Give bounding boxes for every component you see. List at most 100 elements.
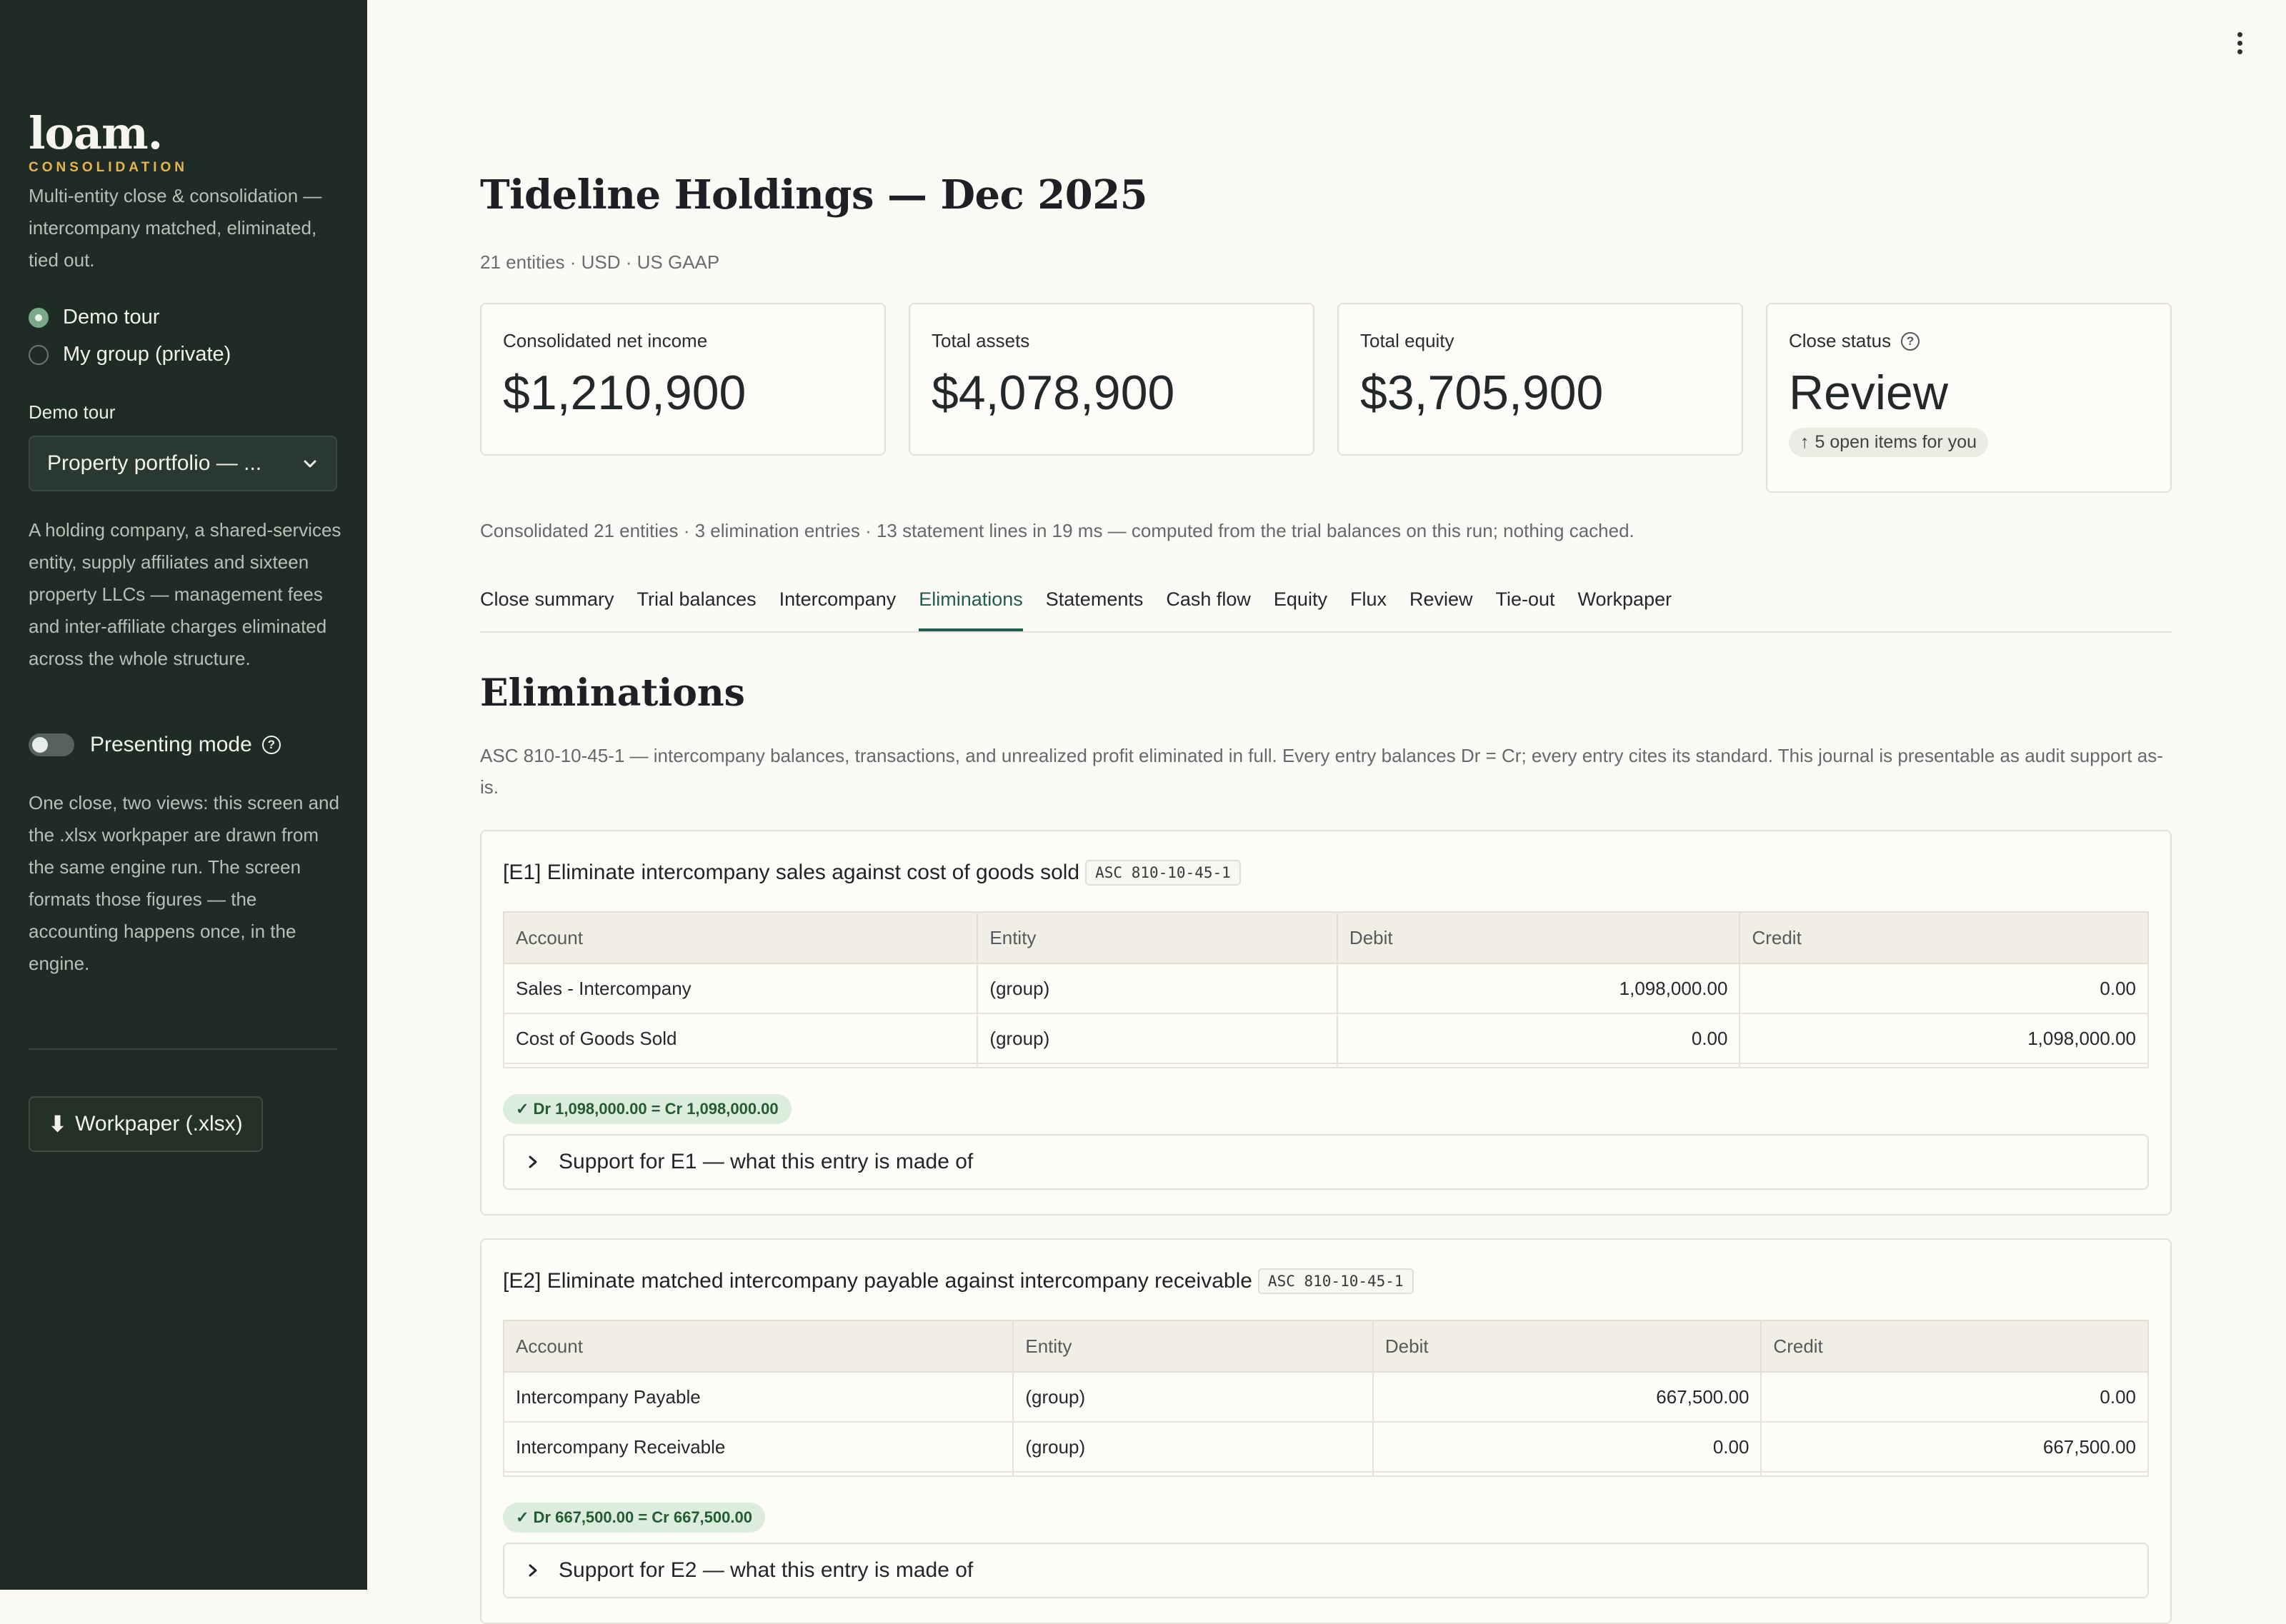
table-header-row: Account Entity Debit Credit bbox=[502, 1320, 2149, 1373]
brand-subtitle: CONSOLIDATION bbox=[29, 160, 188, 175]
kpi-label: Total assets bbox=[932, 330, 1030, 351]
account-cell: Intercompany Payable bbox=[502, 1371, 1014, 1423]
credit-cell: 0.00 bbox=[1739, 963, 2149, 1014]
kpi-value: $1,210,900 bbox=[503, 366, 747, 420]
entry-id: [E2] bbox=[503, 1269, 541, 1293]
select-value: Property portfolio — ... bbox=[47, 451, 262, 475]
credit-cell: 0.00 bbox=[1760, 1371, 2149, 1423]
help-icon[interactable]: ? bbox=[261, 736, 281, 754]
views-note: One close, two views: this screen and th… bbox=[29, 792, 339, 974]
divider bbox=[29, 1048, 337, 1050]
brand-logo: loam. bbox=[29, 107, 163, 159]
sidebar: loam. CONSOLIDATION Multi-entity close &… bbox=[0, 0, 367, 1590]
kpi-net-income: Consolidated net income $1,210,900 bbox=[480, 303, 886, 456]
column-header: Account bbox=[502, 1320, 1014, 1373]
debit-cell: 0.00 bbox=[1336, 1013, 1741, 1064]
account-cell: Cost of Goods Sold bbox=[502, 1013, 979, 1064]
open-items-label: 5 open items for you bbox=[1815, 432, 1977, 452]
journal-table: Account Entity Debit Credit Sales - Inte… bbox=[502, 911, 2149, 1068]
table-row-clipped bbox=[502, 1063, 2149, 1068]
entity-cell: (group) bbox=[1012, 1421, 1374, 1473]
column-header: Entity bbox=[1012, 1320, 1374, 1373]
account-cell: Intercompany Receivable bbox=[502, 1421, 1014, 1473]
more-menu-icon[interactable] bbox=[2229, 29, 2250, 57]
table-row: Sales - Intercompany (group) 1,098,000.0… bbox=[502, 963, 2149, 1014]
help-icon[interactable]: ? bbox=[1901, 331, 1920, 351]
table-row: Cost of Goods Sold (group) 0.00 1,098,00… bbox=[502, 1013, 2149, 1064]
chevron-right-icon bbox=[526, 1562, 540, 1579]
support-label: Support for E1 — what this entry is made… bbox=[559, 1150, 974, 1173]
entry-header: [E1] Eliminate intercompany sales agains… bbox=[503, 857, 2149, 888]
support-expander-e2[interactable]: Support for E2 — what this entry is made… bbox=[503, 1543, 2149, 1598]
tab-bar: Close summary Trial balances Intercompan… bbox=[480, 584, 2172, 633]
support-label: Support for E2 — what this entry is made… bbox=[559, 1558, 974, 1582]
table-header-row: Account Entity Debit Credit bbox=[502, 911, 2149, 964]
kpi-total-assets: Total assets $4,078,900 bbox=[909, 303, 1314, 456]
entity-cell: (group) bbox=[1012, 1371, 1374, 1423]
chevron-down-icon bbox=[304, 460, 316, 468]
table-row-clipped bbox=[502, 1471, 2149, 1477]
entity-cell: (group) bbox=[977, 963, 1338, 1014]
table-row: Intercompany Receivable (group) 0.00 667… bbox=[502, 1421, 2149, 1473]
account-cell: Sales - Intercompany bbox=[502, 963, 979, 1014]
download-workpaper-button[interactable]: ⬇ Workpaper (.xlsx) bbox=[29, 1096, 263, 1152]
tagline: Multi-entity close & consolidation — int… bbox=[29, 185, 322, 271]
standard-code-badge: ASC 810-10-45-1 bbox=[1085, 860, 1241, 886]
tab-statements[interactable]: Statements bbox=[1045, 588, 1144, 610]
demo-tour-select[interactable]: Property portfolio — ... bbox=[29, 436, 337, 491]
column-header: Debit bbox=[1336, 911, 1741, 964]
radio-selected-icon[interactable] bbox=[29, 307, 49, 328]
entry-id: [E1] bbox=[503, 861, 541, 884]
support-expander-e1[interactable]: Support for E1 — what this entry is made… bbox=[503, 1134, 2149, 1190]
column-header: Account bbox=[502, 911, 979, 964]
radio-unselected-icon[interactable] bbox=[29, 344, 49, 365]
elimination-entry-e2: [E2] Eliminate matched intercompany paya… bbox=[480, 1238, 2172, 1624]
presenting-mode-row: Presenting mode ? bbox=[29, 733, 281, 757]
credit-cell: 1,098,000.00 bbox=[1739, 1013, 2149, 1064]
elimination-entry-e1: [E1] Eliminate intercompany sales agains… bbox=[480, 830, 2172, 1216]
kpi-label: Consolidated net income bbox=[503, 330, 708, 351]
tab-tie-out[interactable]: Tie-out bbox=[1495, 588, 1555, 610]
tab-workpaper[interactable]: Workpaper bbox=[1577, 588, 1672, 610]
debit-cell: 0.00 bbox=[1372, 1421, 1762, 1473]
tab-flux[interactable]: Flux bbox=[1349, 588, 1387, 610]
table-row: Intercompany Payable (group) 667,500.00 … bbox=[502, 1371, 2149, 1423]
radio-demo-tour[interactable]: Demo tour bbox=[29, 306, 159, 329]
kpi-label-row: Close status ? bbox=[1789, 330, 2149, 352]
standard-code-badge: ASC 810-10-45-1 bbox=[1257, 1268, 1414, 1294]
radio-label: My group (private) bbox=[63, 343, 231, 366]
entry-title: Eliminate intercompany sales against cos… bbox=[546, 861, 1080, 884]
kpi-close-status: Close status ? Review ↑ 5 open items for… bbox=[1766, 303, 2172, 493]
kpi-value: Review bbox=[1789, 366, 1948, 420]
tab-review[interactable]: Review bbox=[1409, 588, 1473, 610]
column-header: Credit bbox=[1760, 1320, 2149, 1373]
presenting-mode-label: Presenting mode bbox=[90, 733, 252, 756]
tab-cash-flow[interactable]: Cash flow bbox=[1166, 588, 1251, 610]
debit-cell: 667,500.00 bbox=[1372, 1371, 1762, 1423]
chevron-right-icon bbox=[526, 1153, 540, 1171]
presenting-mode-toggle[interactable] bbox=[29, 733, 74, 756]
tab-close-summary[interactable]: Close summary bbox=[480, 588, 614, 610]
computed-note: Consolidated 21 entities · 3 elimination… bbox=[480, 520, 1634, 541]
open-items-badge[interactable]: ↑ 5 open items for you bbox=[1789, 428, 1989, 457]
column-header: Debit bbox=[1372, 1320, 1762, 1373]
credit-cell: 667,500.00 bbox=[1760, 1421, 2149, 1473]
entry-title: Eliminate matched intercompany payable a… bbox=[546, 1269, 1252, 1293]
tab-equity[interactable]: Equity bbox=[1273, 588, 1327, 610]
radio-my-group[interactable]: My group (private) bbox=[29, 343, 231, 366]
column-header: Entity bbox=[977, 911, 1338, 964]
kpi-value: $4,078,900 bbox=[932, 366, 1175, 420]
kpi-label: Total equity bbox=[1360, 330, 1454, 351]
tab-intercompany[interactable]: Intercompany bbox=[779, 588, 897, 610]
page-subtitle: 21 entities · USD · US GAAP bbox=[480, 251, 720, 273]
balance-check-badge: ✓ Dr 1,098,000.00 = Cr 1,098,000.00 bbox=[503, 1094, 792, 1124]
demo-tour-label: Demo tour bbox=[29, 401, 116, 423]
download-icon: ⬇ bbox=[49, 1112, 67, 1136]
kpi-value: $3,705,900 bbox=[1360, 366, 1604, 420]
entry-header: [E2] Eliminate matched intercompany paya… bbox=[503, 1265, 2149, 1297]
arrow-up-icon: ↑ bbox=[1800, 432, 1810, 452]
tab-eliminations[interactable]: Eliminations bbox=[919, 584, 1023, 631]
debit-cell: 1,098,000.00 bbox=[1336, 963, 1741, 1014]
journal-table: Account Entity Debit Credit Intercompany… bbox=[502, 1320, 2149, 1477]
tab-trial-balances[interactable]: Trial balances bbox=[637, 588, 757, 610]
